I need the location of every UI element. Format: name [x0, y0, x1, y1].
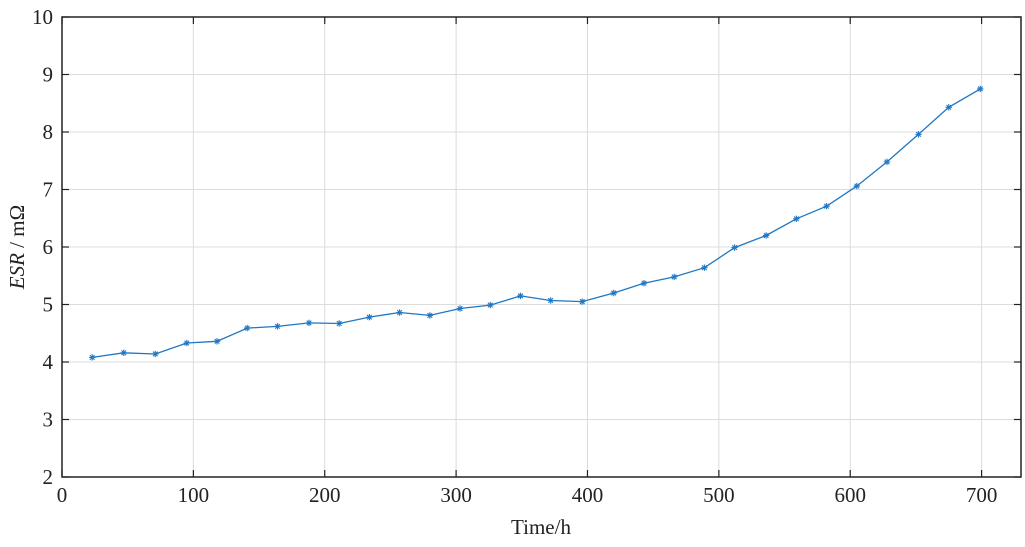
y-tick-label: 9: [43, 63, 54, 87]
y-tick-label: 5: [43, 293, 54, 317]
x-tick-label: 200: [309, 483, 341, 507]
data-point: [120, 349, 127, 356]
y-tick-label: 7: [43, 178, 54, 202]
data-point: [670, 273, 678, 281]
grid: [61, 16, 1021, 478]
data-point: [883, 158, 891, 166]
data-point: [213, 338, 221, 345]
data-point: [183, 339, 191, 347]
y-tick-label: 8: [43, 120, 54, 144]
x-tick-label: 500: [703, 483, 735, 507]
y-axis-label: ESR / mΩ: [5, 205, 29, 290]
y-tick-label: 4: [43, 350, 54, 374]
series: [89, 85, 984, 361]
data-point: [610, 289, 617, 297]
data-point: [152, 350, 159, 358]
data-point: [305, 319, 313, 327]
data-point: [579, 298, 586, 305]
data-point: [731, 244, 738, 251]
data-point: [517, 292, 524, 300]
x-tick-label: 100: [178, 483, 210, 507]
data-point: [793, 215, 800, 223]
ticks: 0 100 200 300 400 500 600 700 2 3 4 5 6 7 8 9 10: [32, 5, 1021, 507]
data-point: [426, 312, 434, 319]
y-axis-label-italic: ESR: [5, 253, 29, 290]
y-tick-label: 3: [43, 408, 54, 432]
data-point: [915, 131, 922, 138]
y-tick-label: 2: [43, 465, 54, 489]
data-point: [547, 297, 554, 304]
data-point: [244, 324, 251, 332]
plot-frame: [61, 16, 1022, 478]
y-tick-label: 6: [43, 235, 54, 259]
x-tick-label: 0: [57, 483, 68, 507]
data-point: [335, 320, 343, 327]
data-point: [487, 301, 494, 309]
data-point: [977, 85, 984, 93]
x-axis-label: Time/h: [511, 515, 571, 539]
data-point: [701, 264, 708, 271]
data-point: [396, 309, 403, 316]
x-tick-label: 300: [440, 483, 472, 507]
series-line: [92, 88, 981, 359]
y-axis-label-unit: / mΩ: [5, 205, 29, 253]
data-point: [640, 280, 648, 287]
data-point: [762, 232, 770, 239]
data-point: [89, 354, 96, 361]
data-point: [366, 313, 373, 321]
data-point: [823, 202, 830, 210]
x-tick-label: 700: [966, 483, 998, 507]
y-tick-label: 10: [32, 5, 53, 29]
data-point: [853, 182, 860, 190]
data-point: [945, 104, 952, 111]
x-tick-label: 400: [572, 483, 604, 507]
data-point: [274, 323, 281, 330]
data-point: [456, 305, 464, 312]
x-tick-label: 600: [834, 483, 866, 507]
